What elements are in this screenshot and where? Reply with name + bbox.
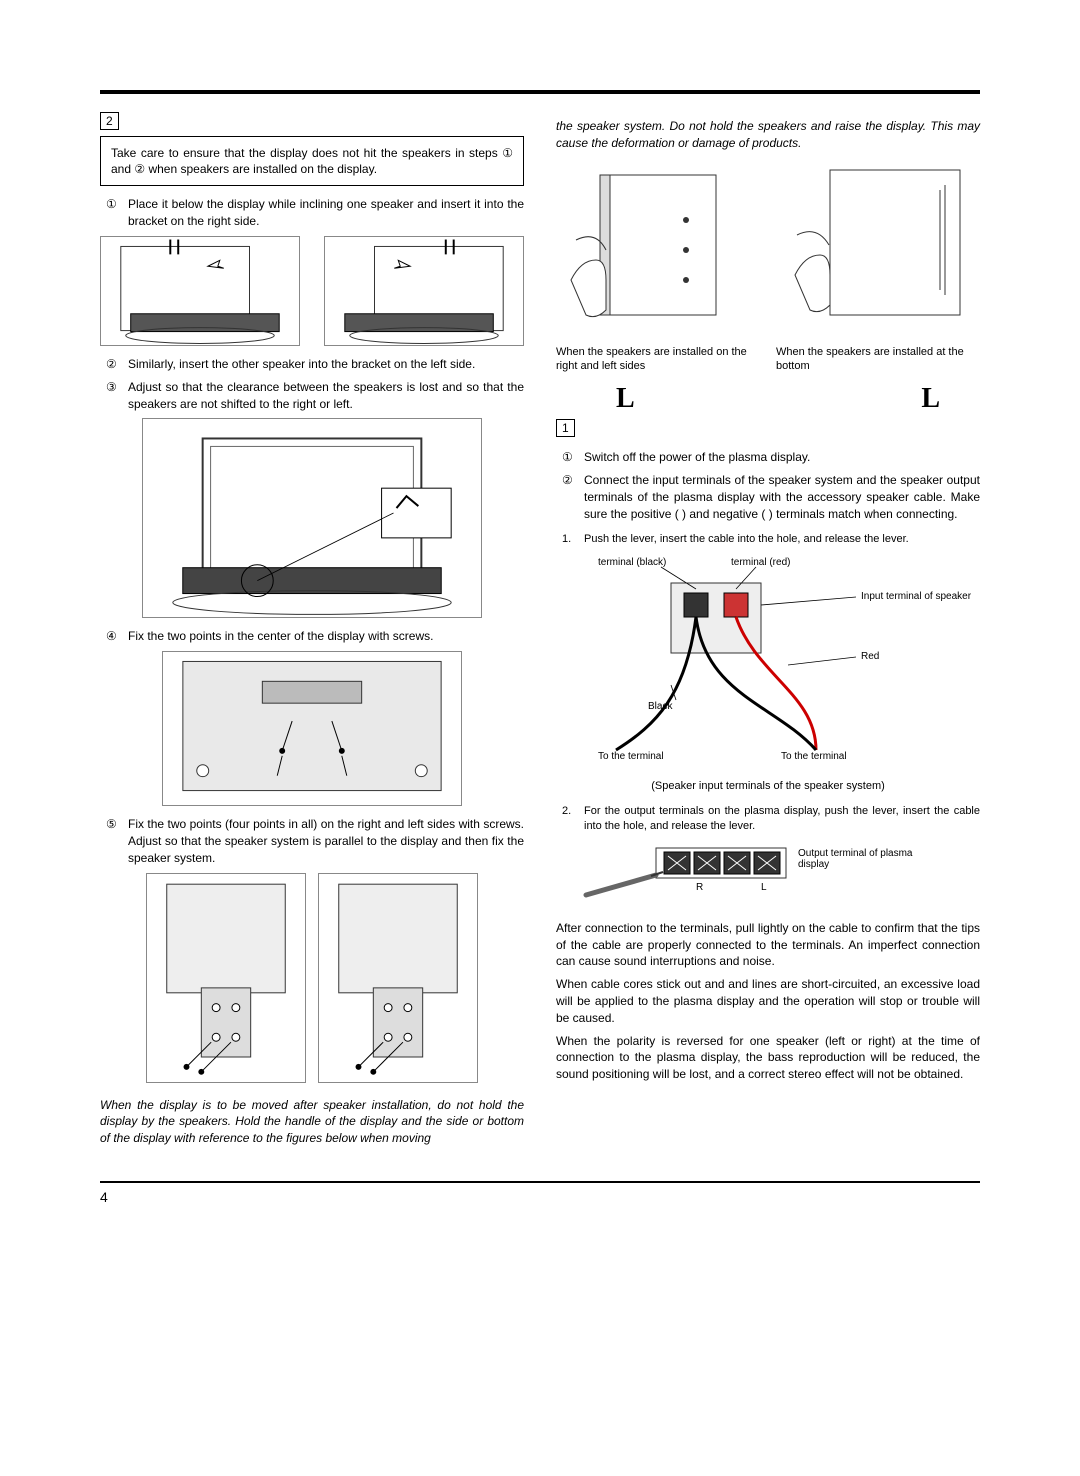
lbl-r: R xyxy=(696,882,703,893)
fig-insert-right xyxy=(100,236,300,346)
step-2: ② Similarly, insert the other speaker in… xyxy=(106,356,524,373)
spk-input-caption: (Speaker input terminals of the speaker … xyxy=(556,779,980,794)
step-5: ⑤ Fix the two points (four points in all… xyxy=(106,816,524,866)
fig-row-brackets xyxy=(100,873,524,1083)
fig-row-insert xyxy=(100,236,524,346)
lbl-out-term: Output terminal of plasma display xyxy=(798,848,938,870)
step-3-num: ③ xyxy=(106,379,122,413)
step-3-text: Adjust so that the clearance between the… xyxy=(128,379,524,413)
step-box-2: 2 xyxy=(100,112,119,130)
conn-step-1-text: Switch off the power of the plasma displ… xyxy=(584,449,810,466)
step-3: ③ Adjust so that the clearance between t… xyxy=(106,379,524,413)
lbl-to-the-r: To the terminal xyxy=(781,751,847,762)
lbl-to-the-l: To the terminal xyxy=(598,751,664,762)
big-l-right: L xyxy=(921,383,940,415)
page-number: 4 xyxy=(100,1189,108,1205)
step-1-num: ① xyxy=(106,196,122,230)
conn-step-2: ② Connect the input terminals of the spe… xyxy=(562,472,980,522)
conn-step-2-num: ② xyxy=(562,472,578,522)
hold-caption-right: When the speakers are installed at the b… xyxy=(776,345,980,374)
move-note: When the display is to be moved after sp… xyxy=(100,1097,524,1147)
lbl-red: Red xyxy=(861,651,879,662)
push-step-1: 1. Push the lever, insert the cable into… xyxy=(562,532,980,547)
fig-display-center xyxy=(142,418,482,618)
left-column: 2 Take care to ensure that the display d… xyxy=(100,112,524,1153)
fig-bracket-right xyxy=(318,873,478,1083)
fig-insert-left xyxy=(324,236,524,346)
right-column: the speaker system. Do not hold the spea… xyxy=(556,112,980,1153)
step-4-text: Fix the two points in the center of the … xyxy=(128,628,433,645)
lbl-input-term: Input terminal of speaker xyxy=(861,591,971,602)
lbl-l: L xyxy=(761,882,767,893)
push-step-1-num: 1. xyxy=(562,532,578,547)
conn-step-2-text: Connect the input terminals of the speak… xyxy=(584,472,980,522)
polarity-para: When the polarity is reversed for one sp… xyxy=(556,1033,980,1083)
step-1: ① Place it below the display while incli… xyxy=(106,196,524,230)
fig-input-terminals: terminal (black) terminal (red) Input te… xyxy=(556,555,980,775)
short-para: When cable cores stick out and and lines… xyxy=(556,976,980,1026)
fig-hold-bottom xyxy=(785,160,980,335)
top-rule xyxy=(100,90,980,94)
conn-step-1: ① Switch off the power of the plasma dis… xyxy=(562,449,980,466)
hold-caption-left: When the speakers are installed on the r… xyxy=(556,345,760,374)
caution-box: Take care to ensure that the display doe… xyxy=(100,136,524,186)
push-step-2-text: For the output terminals on the plasma d… xyxy=(584,804,980,834)
conn-step-1-num: ① xyxy=(562,449,578,466)
push-step-2: 2. For the output terminals on the plasm… xyxy=(562,804,980,834)
footer-rule xyxy=(100,1181,980,1183)
step-2-text: Similarly, insert the other speaker into… xyxy=(128,356,475,373)
push-step-2-num: 2. xyxy=(562,804,578,834)
fig-hold-sides xyxy=(556,160,751,335)
lbl-term-red: terminal (red) xyxy=(731,557,790,568)
move-note-cont: the speaker system. Do not hold the spea… xyxy=(556,118,980,152)
hold-captions: When the speakers are installed on the r… xyxy=(556,345,980,374)
step-4: ④ Fix the two points in the center of th… xyxy=(106,628,524,645)
lbl-black: Black xyxy=(648,701,672,712)
step-4-num: ④ xyxy=(106,628,122,645)
fig-output-terminals: R L Output terminal of plasma display xyxy=(556,840,980,910)
lbl-term-black: terminal (black) xyxy=(598,557,666,568)
step-5-num: ⑤ xyxy=(106,816,122,866)
conn-step-box-1: 1 xyxy=(556,419,575,437)
step-5-text: Fix the two points (four points in all) … xyxy=(128,816,524,866)
big-l-left: L xyxy=(616,383,635,415)
after-conn-para: After connection to the terminals, pull … xyxy=(556,920,980,970)
fig-bracket-left xyxy=(146,873,306,1083)
step-1-text: Place it below the display while inclini… xyxy=(128,196,524,230)
fig-row-hold xyxy=(556,160,980,335)
push-step-1-text: Push the lever, insert the cable into th… xyxy=(584,532,909,547)
big-l-row: L L xyxy=(556,383,980,415)
step-2-num: ② xyxy=(106,356,122,373)
fig-screws-center xyxy=(162,651,462,806)
